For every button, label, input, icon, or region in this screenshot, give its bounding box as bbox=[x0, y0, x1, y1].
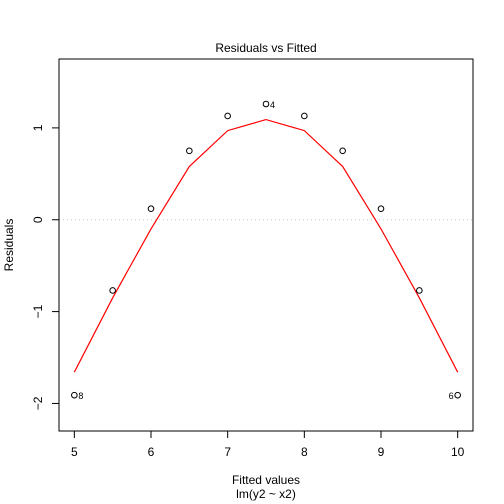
residual-point bbox=[71, 391, 78, 399]
residual-point bbox=[416, 287, 423, 294]
x-axis: 5 6 7 8 9 10 bbox=[71, 431, 465, 459]
x-tick-label: 7 bbox=[224, 445, 231, 459]
residual-point bbox=[454, 391, 461, 399]
residual-points bbox=[71, 100, 461, 399]
residual-point bbox=[301, 112, 308, 120]
y-tick-label: 1 bbox=[31, 124, 45, 131]
point-label: 4 bbox=[270, 100, 275, 110]
residual-point bbox=[262, 100, 270, 108]
y-axis-label: Residuals bbox=[2, 219, 16, 272]
y-tick-label: −2 bbox=[31, 396, 45, 410]
y-axis: −2 −1 0 1 bbox=[31, 124, 59, 410]
x-tick-label: 8 bbox=[301, 445, 308, 459]
x-axis-label: Fitted values bbox=[232, 473, 300, 487]
smoother-line-group bbox=[73, 118, 459, 373]
x-tick-label: 9 bbox=[378, 445, 385, 459]
residual-point bbox=[186, 147, 193, 155]
point-label: 8 bbox=[78, 391, 83, 401]
smoother-line bbox=[73, 118, 459, 373]
chart-title: Residuals vs Fitted bbox=[215, 41, 316, 55]
y-tick-label: −1 bbox=[31, 304, 45, 318]
residual-point bbox=[339, 147, 346, 155]
residual-point bbox=[109, 287, 116, 294]
plot-frame bbox=[58, 58, 474, 432]
y-tick-label: 0 bbox=[31, 216, 45, 223]
x-tick-label: 6 bbox=[148, 445, 155, 459]
residual-point bbox=[377, 205, 385, 213]
residual-point bbox=[147, 205, 155, 213]
residual-point bbox=[224, 112, 231, 120]
x-tick-label: 5 bbox=[71, 445, 78, 459]
model-formula-label: lm(y2 ~ x2) bbox=[236, 487, 296, 501]
x-tick-label: 10 bbox=[451, 445, 465, 459]
point-label: 6 bbox=[449, 391, 454, 401]
point-labels: 8 4 6 bbox=[78, 100, 453, 401]
